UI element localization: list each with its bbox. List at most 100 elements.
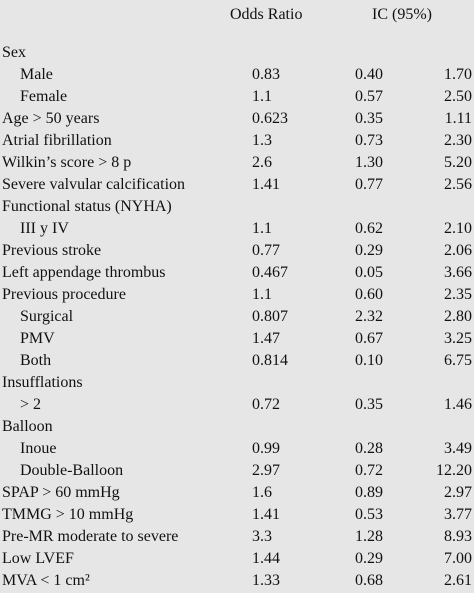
ci-upper-value: 2.56: [444, 176, 472, 193]
table-body: Sex Male 0.83 0.40 1.70 Female 1.1 0.57 2.50 Age …: [0, 38, 474, 593]
odds-ratio-value: 3.3: [252, 528, 272, 545]
ci-lower-value: 0.62: [355, 220, 383, 237]
ci-upper-value: 3.25: [444, 330, 472, 347]
row-label: Double-Balloon: [20, 462, 124, 479]
odds-ratio-value: 0.83: [252, 66, 280, 83]
ci-upper-value: 7.00: [444, 550, 472, 567]
odds-ratio-value: 1.1: [252, 286, 272, 303]
ci-lower-value: 0.57: [355, 88, 383, 105]
ci-lower-value: 2.32: [355, 308, 383, 325]
ci-lower-value: 0.29: [355, 550, 383, 567]
ci-lower-value: 0.35: [355, 110, 383, 127]
ci-upper-value: 8.93: [444, 528, 472, 545]
row-label: Previous stroke: [2, 242, 102, 259]
ci-upper-value: 2.06: [444, 242, 472, 259]
ci-lower-value: 0.89: [355, 484, 383, 501]
table-row: Low LVEF 1.44 0.29 7.00: [0, 548, 474, 570]
table-row: Age > 50 years 0.623 0.35 1.11: [0, 108, 474, 130]
ci-lower-value: 1.28: [355, 528, 383, 545]
row-label: Age > 50 years: [2, 110, 100, 127]
table-row: Previous stroke 0.77 0.29 2.06: [0, 240, 474, 262]
table-row: Male 0.83 0.40 1.70: [0, 64, 474, 86]
odds-ratio-value: 0.807: [252, 308, 288, 325]
odds-ratio-value: 1.33: [252, 572, 280, 589]
ci-upper-value: 1.70: [444, 66, 472, 83]
ci-upper-value: 2.80: [444, 308, 472, 325]
header-confidence-interval: IC (95%): [372, 6, 432, 23]
odds-ratio-value: 2.6: [252, 154, 272, 171]
ci-upper-value: 5.20: [444, 154, 472, 171]
row-label: Male: [20, 66, 53, 83]
table-row: Surgical 0.807 2.32 2.80: [0, 306, 474, 328]
odds-ratio-value: 1.44: [252, 550, 280, 567]
ci-lower-value: 0.10: [355, 352, 383, 369]
odds-ratio-value: 0.99: [252, 440, 280, 457]
odds-ratio-value: 1.3: [252, 132, 272, 149]
odds-ratio-value: 1.1: [252, 220, 272, 237]
row-label: III y IV: [20, 220, 69, 237]
table-row: SPAP > 60 mmHg 1.6 0.89 2.97: [0, 482, 474, 504]
ci-lower-value: 0.73: [355, 132, 383, 149]
table-row: PMV 1.47 0.67 3.25: [0, 328, 474, 350]
odds-ratio-value: 0.77: [252, 242, 280, 259]
row-label: Insufflations: [2, 374, 83, 391]
ci-upper-value: 2.35: [444, 286, 472, 303]
odds-ratio-value: 1.47: [252, 330, 280, 347]
row-label: Pre-MR moderate to severe: [2, 528, 179, 545]
odds-ratio-value: 2.97: [252, 462, 280, 479]
ci-lower-value: 0.77: [355, 176, 383, 193]
odds-ratio-value: 1.41: [252, 506, 280, 523]
odds-ratio-value: 1.6: [252, 484, 272, 501]
odds-ratio-value: 1.1: [252, 88, 272, 105]
row-label: Inoue: [20, 440, 57, 457]
row-label: Functional status (NYHA): [2, 198, 172, 215]
ci-upper-value: 3.66: [444, 264, 472, 281]
row-label: SPAP > 60 mmHg: [2, 484, 120, 501]
ci-lower-value: 0.60: [355, 286, 383, 303]
row-label: Both: [20, 352, 52, 369]
table-row: Female 1.1 0.57 2.50: [0, 86, 474, 108]
table-row: Inoue 0.99 0.28 3.49: [0, 438, 474, 460]
table-header: Odds Ratio IC (95%): [0, 0, 474, 38]
ci-upper-value: 12.20: [436, 462, 472, 479]
row-label: Severe valvular calcification: [2, 176, 186, 193]
table-row: > 2 0.72 0.35 1.46: [0, 394, 474, 416]
table-row: Wilkin’s score > 8 p 2.6 1.30 5.20: [0, 152, 474, 174]
table-row: Balloon: [0, 416, 474, 438]
row-label: Left appendage thrombus: [2, 264, 166, 281]
ci-lower-value: 0.67: [355, 330, 383, 347]
row-label: Previous procedure: [2, 286, 126, 303]
ci-upper-value: 3.49: [444, 440, 472, 457]
row-label: Sex: [2, 44, 26, 61]
odds-ratio-value: 1.41: [252, 176, 280, 193]
ci-upper-value: 1.46: [444, 396, 472, 413]
ci-upper-value: 2.30: [444, 132, 472, 149]
odds-ratio-value: 0.72: [252, 396, 280, 413]
ci-upper-value: 3.77: [444, 506, 472, 523]
ci-upper-value: 2.50: [444, 88, 472, 105]
row-label: Wilkin’s score > 8 p: [2, 154, 132, 171]
ci-upper-value: 2.10: [444, 220, 472, 237]
table-row: Previous procedure 1.1 0.60 2.35: [0, 284, 474, 306]
ci-lower-value: 0.53: [355, 506, 383, 523]
table-row: Atrial fibrillation 1.3 0.73 2.30: [0, 130, 474, 152]
ci-lower-value: 0.29: [355, 242, 383, 259]
row-label: Low LVEF: [2, 550, 74, 567]
ci-lower-value: 0.72: [355, 462, 383, 479]
row-label: Female: [20, 88, 68, 105]
row-label: Surgical: [20, 308, 74, 325]
ci-lower-value: 0.68: [355, 572, 383, 589]
table-row: Double-Balloon 2.97 0.72 12.20: [0, 460, 474, 482]
table-row: III y IV 1.1 0.62 2.10: [0, 218, 474, 240]
row-label: Balloon: [2, 418, 53, 435]
row-label: PMV: [20, 330, 55, 347]
table-row: Severe valvular calcification 1.41 0.77 2.5…: [0, 174, 474, 196]
ci-lower-value: 1.30: [355, 154, 383, 171]
table-row: Both 0.814 0.10 6.75: [0, 350, 474, 372]
table-row: Pre-MR moderate to severe 3.3 1.28 8.93: [0, 526, 474, 548]
table-row: Left appendage thrombus 0.467 0.05 3.66: [0, 262, 474, 284]
row-label: > 2: [20, 396, 42, 413]
ci-lower-value: 0.40: [355, 66, 383, 83]
odds-ratio-value: 0.467: [252, 264, 288, 281]
ci-upper-value: 1.11: [444, 110, 472, 127]
